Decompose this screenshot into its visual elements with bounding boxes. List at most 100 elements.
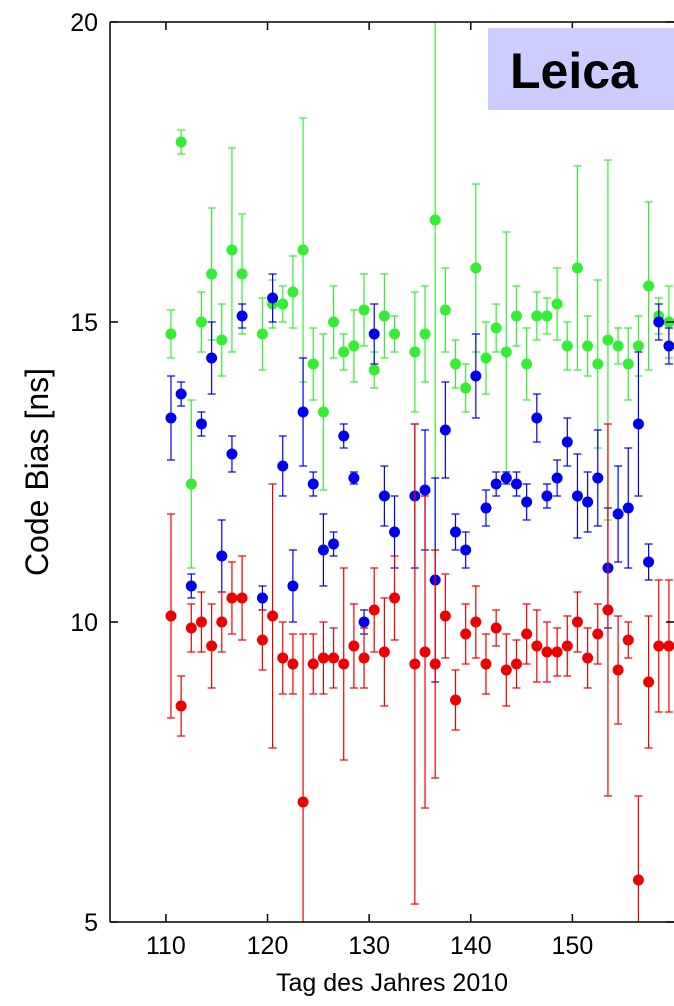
data-point bbox=[470, 370, 482, 382]
data-point bbox=[612, 664, 624, 676]
data-point bbox=[307, 478, 319, 490]
data-point bbox=[643, 556, 655, 568]
data-point bbox=[632, 874, 644, 886]
data-point bbox=[206, 352, 218, 364]
data-point bbox=[348, 340, 360, 352]
data-point bbox=[165, 610, 177, 622]
data-point bbox=[277, 460, 289, 472]
data-point bbox=[663, 640, 674, 652]
data-point bbox=[256, 328, 268, 340]
data-point bbox=[175, 136, 187, 148]
data-point bbox=[592, 472, 604, 484]
data-point bbox=[358, 304, 370, 316]
data-point bbox=[582, 496, 594, 508]
data-point bbox=[236, 310, 248, 322]
data-point bbox=[317, 544, 329, 556]
data-point bbox=[612, 508, 624, 520]
data-point bbox=[206, 640, 218, 652]
data-point bbox=[328, 538, 340, 550]
data-point bbox=[510, 658, 522, 670]
data-point bbox=[470, 262, 482, 274]
x-tick-label: 130 bbox=[348, 932, 390, 960]
x-tick-label: 120 bbox=[247, 932, 289, 960]
data-point bbox=[368, 604, 380, 616]
data-point bbox=[338, 430, 350, 442]
data-point bbox=[541, 310, 553, 322]
data-point bbox=[541, 646, 553, 658]
data-point bbox=[267, 610, 279, 622]
data-point bbox=[389, 592, 401, 604]
data-point bbox=[561, 640, 573, 652]
data-point bbox=[297, 796, 309, 808]
data-point bbox=[571, 490, 583, 502]
data-point bbox=[450, 694, 462, 706]
data-point bbox=[317, 652, 329, 664]
data-point bbox=[409, 346, 421, 358]
data-point bbox=[338, 346, 350, 358]
data-point bbox=[206, 268, 218, 280]
data-point bbox=[328, 652, 340, 664]
data-point bbox=[195, 616, 207, 628]
data-point bbox=[582, 652, 594, 664]
data-point bbox=[175, 388, 187, 400]
data-point bbox=[307, 358, 319, 370]
series-0 bbox=[165, 22, 674, 569]
y-tick-label: 10 bbox=[70, 609, 98, 637]
data-point bbox=[348, 640, 360, 652]
data-point bbox=[216, 550, 228, 562]
data-point bbox=[653, 640, 665, 652]
data-point bbox=[368, 328, 380, 340]
data-point bbox=[429, 658, 441, 670]
legend-annotation: Leica bbox=[488, 28, 674, 110]
data-point bbox=[297, 406, 309, 418]
annotation-box bbox=[488, 28, 674, 110]
y-tick-label: 20 bbox=[70, 9, 98, 37]
data-point bbox=[358, 616, 370, 628]
data-point bbox=[551, 472, 563, 484]
data-point bbox=[236, 268, 248, 280]
data-point bbox=[480, 352, 492, 364]
data-point bbox=[439, 424, 451, 436]
data-point bbox=[582, 340, 594, 352]
annotation-text: Leica bbox=[510, 43, 639, 99]
data-point bbox=[328, 316, 340, 328]
data-point bbox=[531, 310, 543, 322]
x-tick-label: 140 bbox=[450, 932, 492, 960]
data-point bbox=[287, 580, 299, 592]
data-point bbox=[195, 418, 207, 430]
data-point bbox=[551, 298, 563, 310]
data-point bbox=[185, 622, 197, 634]
data-point bbox=[185, 580, 197, 592]
data-point bbox=[480, 502, 492, 514]
x-tick-label: 110 bbox=[146, 932, 186, 960]
data-point bbox=[490, 322, 502, 334]
data-point bbox=[531, 412, 543, 424]
data-point bbox=[632, 340, 644, 352]
data-point bbox=[165, 328, 177, 340]
series-2 bbox=[165, 423, 674, 922]
data-point bbox=[419, 646, 431, 658]
data-point bbox=[419, 328, 431, 340]
x-axis-title: Tag des Jahres 2010 bbox=[276, 969, 508, 997]
data-point bbox=[510, 478, 522, 490]
data-point bbox=[470, 616, 482, 628]
data-point bbox=[510, 310, 522, 322]
data-point bbox=[267, 292, 279, 304]
data-point bbox=[602, 334, 614, 346]
data-point bbox=[216, 616, 228, 628]
data-point bbox=[521, 628, 533, 640]
data-point bbox=[297, 244, 309, 256]
data-point bbox=[185, 478, 197, 490]
data-point bbox=[663, 340, 674, 352]
data-point bbox=[226, 592, 238, 604]
data-point bbox=[195, 316, 207, 328]
data-point bbox=[460, 382, 472, 394]
data-point bbox=[500, 346, 512, 358]
data-point bbox=[175, 700, 187, 712]
data-point bbox=[338, 658, 350, 670]
data-point bbox=[653, 316, 665, 328]
y-tick-label: 5 bbox=[84, 909, 98, 937]
data-point bbox=[551, 646, 563, 658]
data-point bbox=[541, 490, 553, 502]
data-point bbox=[490, 478, 502, 490]
